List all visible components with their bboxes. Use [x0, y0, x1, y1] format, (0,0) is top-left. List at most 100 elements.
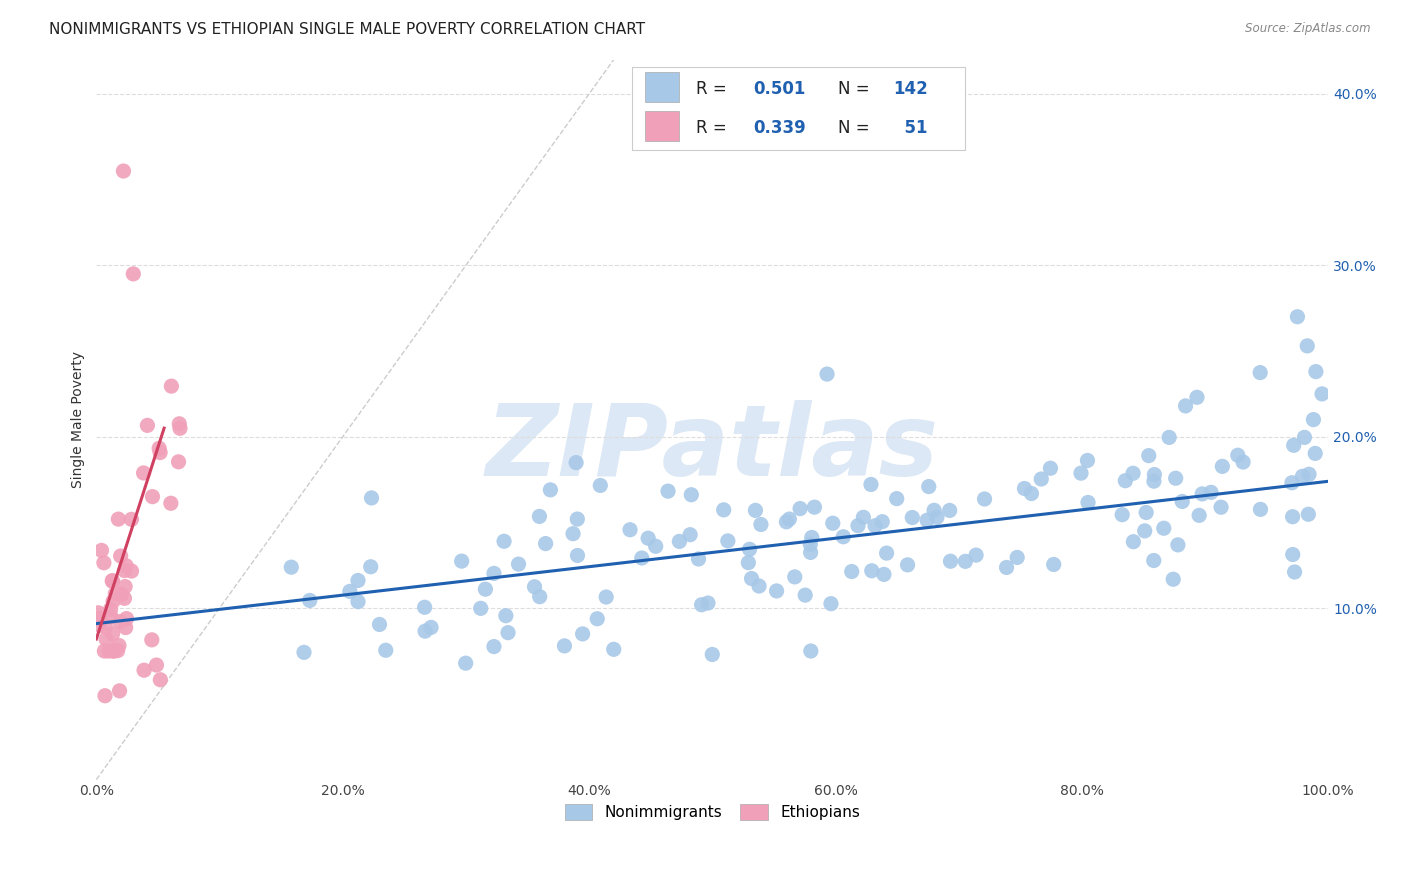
Point [122, 267, 145, 281]
Point [160, 379, 183, 393]
Point [1188, 508, 1211, 523]
Text: N =: N = [838, 119, 875, 137]
Point [89, 611, 111, 625]
Point [832, 530, 855, 544]
Point [114, 564, 136, 578]
Point [482, 566, 505, 581]
Point [420, 620, 443, 634]
Point [644, 539, 666, 553]
Point [815, 367, 838, 381]
Point [347, 594, 370, 608]
Point [93, 644, 115, 658]
Point [101, 574, 124, 588]
Point [94, 632, 117, 647]
Point [1286, 310, 1309, 324]
Point [103, 644, 125, 658]
Point [360, 559, 382, 574]
Point [955, 554, 977, 568]
Point [860, 564, 883, 578]
Point [1135, 506, 1157, 520]
Point [738, 542, 761, 557]
Point [1232, 455, 1254, 469]
Point [115, 611, 138, 625]
Point [108, 639, 131, 653]
Point [688, 552, 710, 566]
Point [799, 537, 821, 551]
Point [748, 579, 770, 593]
Point [347, 574, 370, 588]
Point [132, 466, 155, 480]
Point [973, 491, 995, 506]
Point [1167, 538, 1189, 552]
Point [1137, 449, 1160, 463]
Point [778, 512, 800, 526]
Point [859, 477, 882, 491]
Point [495, 608, 517, 623]
Point [368, 617, 391, 632]
Point [873, 567, 896, 582]
Point [1174, 399, 1197, 413]
Point [482, 640, 505, 654]
Point [901, 510, 924, 524]
Point [529, 590, 551, 604]
Point [1209, 500, 1232, 515]
Point [470, 601, 492, 615]
Bar [644, 72, 679, 103]
Point [534, 536, 557, 550]
Point [1296, 339, 1319, 353]
Point [589, 478, 612, 492]
Point [1281, 548, 1303, 562]
Text: R =: R = [696, 80, 733, 98]
Point [1042, 558, 1064, 572]
Point [1076, 453, 1098, 467]
Point [1282, 438, 1305, 452]
Point [523, 580, 546, 594]
Point [800, 545, 823, 559]
Text: 142: 142 [893, 80, 928, 98]
Point [697, 596, 720, 610]
Point [413, 624, 436, 639]
Point [108, 615, 131, 629]
Point [713, 503, 735, 517]
Point [114, 621, 136, 635]
Point [1014, 482, 1036, 496]
Point [1305, 365, 1327, 379]
Point [876, 546, 898, 560]
Point [1161, 572, 1184, 586]
Point [292, 645, 315, 659]
Point [567, 549, 589, 563]
Point [1185, 390, 1208, 404]
Point [101, 626, 124, 640]
Point [852, 510, 875, 524]
Point [1310, 387, 1333, 401]
Point [89, 612, 111, 626]
Point [800, 644, 823, 658]
Point [737, 556, 759, 570]
Point [90, 543, 112, 558]
Point [1249, 366, 1271, 380]
Point [107, 512, 129, 526]
Point [794, 588, 817, 602]
Point [775, 515, 797, 529]
Point [413, 600, 436, 615]
Point [870, 515, 893, 529]
Text: N =: N = [838, 80, 875, 98]
Point [1122, 534, 1144, 549]
FancyBboxPatch shape [633, 67, 965, 150]
Point [145, 658, 167, 673]
Point [1303, 446, 1326, 460]
Point [1133, 524, 1156, 538]
Point [136, 418, 159, 433]
Point [107, 643, 129, 657]
Point [965, 548, 987, 562]
Point [939, 554, 962, 568]
Point [741, 572, 763, 586]
Point [110, 549, 132, 563]
Point [1284, 565, 1306, 579]
Point [1159, 430, 1181, 444]
Point [702, 648, 724, 662]
Point [803, 500, 825, 515]
Point [87, 606, 110, 620]
Point [1143, 474, 1166, 488]
Point [149, 673, 172, 687]
